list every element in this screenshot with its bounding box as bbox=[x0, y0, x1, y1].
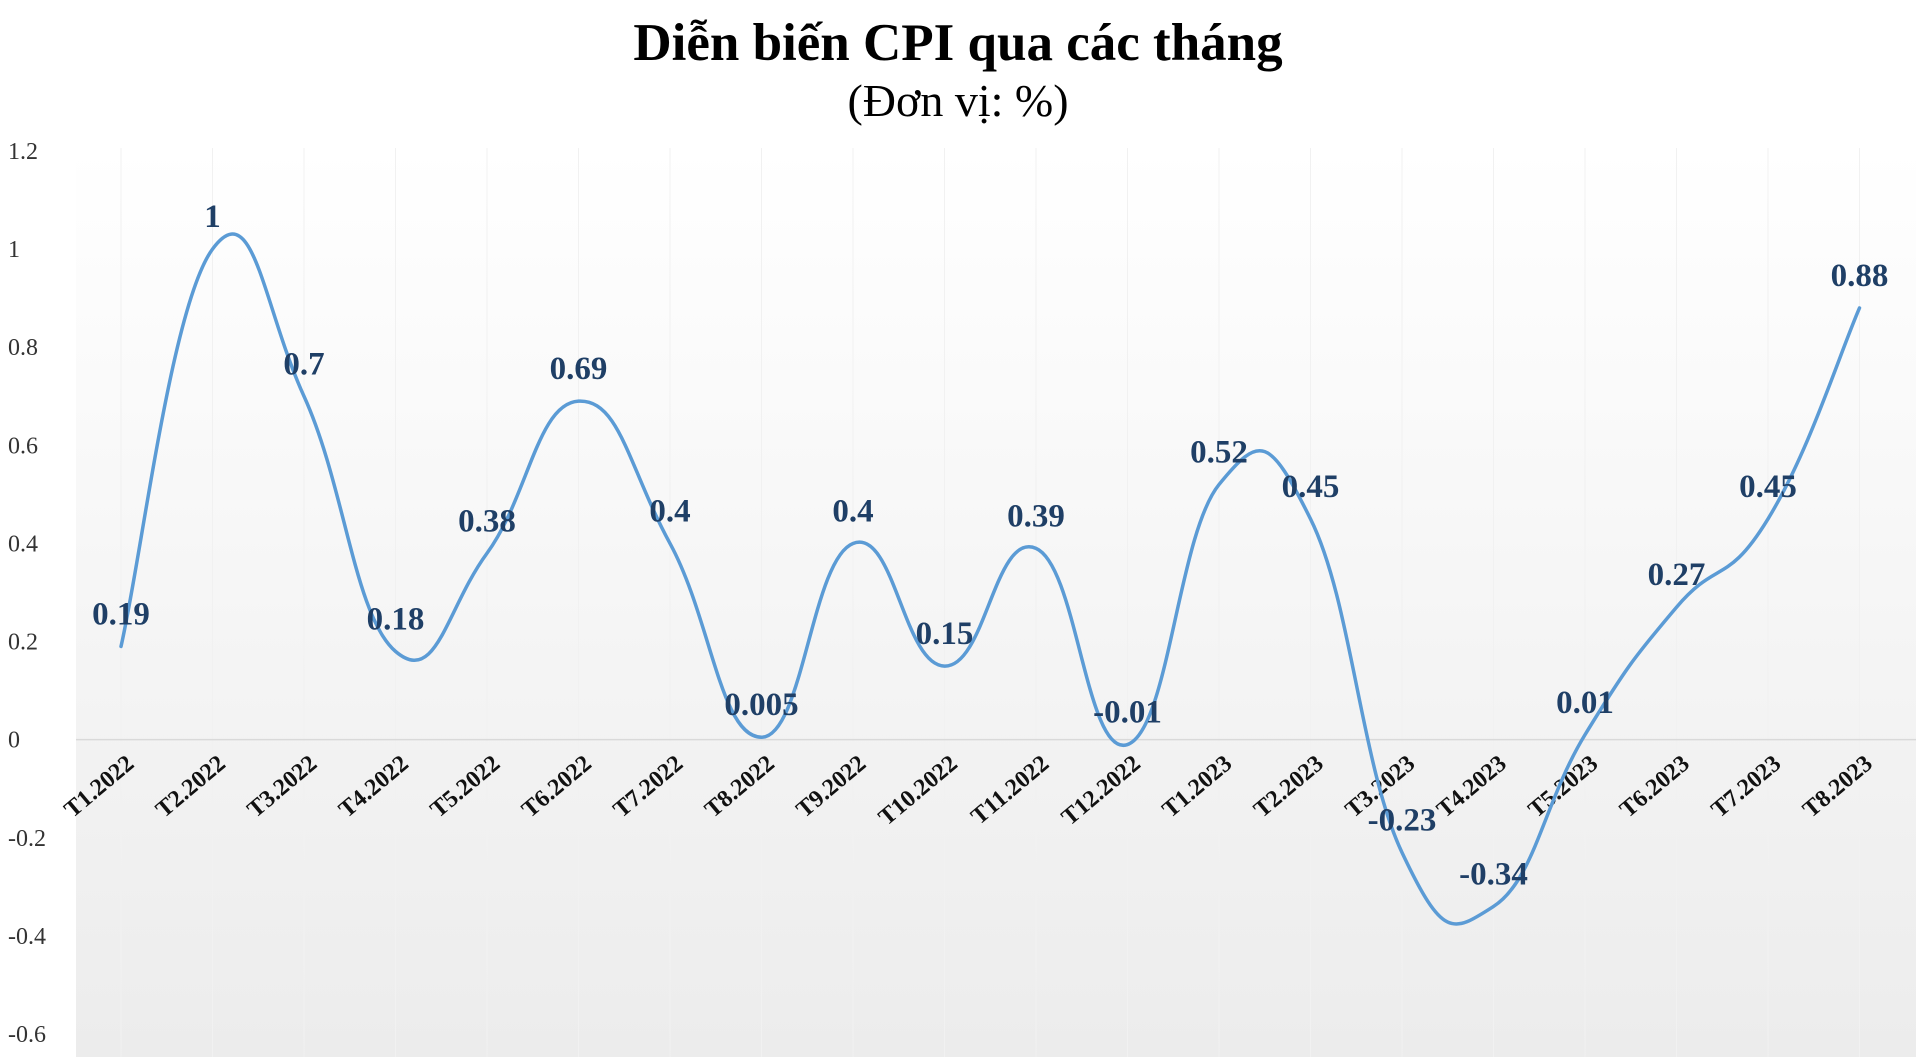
chart-title: Diễn biến CPI qua các tháng bbox=[633, 14, 1283, 72]
data-labels: 0.19 1 0.7 0.18 0.38 0.69 0.4 0.005 0.4 0.15 0.39 -… bbox=[92, 199, 1888, 892]
data-label: 0.52 bbox=[1190, 435, 1248, 471]
data-label: 0.45 bbox=[1739, 469, 1797, 505]
data-label: 0.38 bbox=[458, 503, 516, 539]
y-tick-label: 1.2 bbox=[8, 139, 38, 165]
data-label: 0.4 bbox=[832, 493, 873, 529]
data-label: -0.23 bbox=[1368, 802, 1437, 838]
data-label: 0.39 bbox=[1007, 498, 1065, 534]
y-tick-label: 0.8 bbox=[8, 335, 38, 361]
y-tick-label: 0.6 bbox=[8, 433, 38, 459]
data-label: -0.34 bbox=[1459, 856, 1528, 892]
data-label: 0.88 bbox=[1831, 258, 1889, 294]
y-tick-label: -0.2 bbox=[8, 826, 46, 852]
data-label: 0.18 bbox=[367, 601, 425, 637]
data-label: 0.19 bbox=[92, 596, 150, 632]
y-tick-label: -0.6 bbox=[8, 1022, 46, 1048]
data-label: 0.005 bbox=[724, 687, 798, 723]
y-tick-label: 0 bbox=[8, 728, 20, 754]
data-label: 0.15 bbox=[916, 616, 974, 652]
chart-subtitle: (Đơn vị: %) bbox=[847, 75, 1069, 126]
data-label: 0.45 bbox=[1282, 469, 1340, 505]
data-label: 0.7 bbox=[283, 346, 324, 382]
plot-area bbox=[76, 148, 1916, 1057]
data-label: 1 bbox=[204, 199, 221, 235]
y-axis-ticks: 1.2 1 0.8 0.6 0.4 0.2 0 -0.2 -0.4 -0.6 bbox=[8, 139, 46, 1048]
data-label: -0.01 bbox=[1093, 695, 1162, 731]
data-label: 0.4 bbox=[649, 493, 690, 529]
data-label: 0.01 bbox=[1556, 685, 1614, 721]
data-label: 0.27 bbox=[1648, 557, 1706, 593]
data-label: 0.69 bbox=[550, 351, 608, 387]
y-tick-label: 0.4 bbox=[8, 531, 38, 557]
y-tick-label: -0.4 bbox=[8, 924, 46, 950]
y-tick-label: 0.2 bbox=[8, 630, 38, 656]
y-tick-label: 1 bbox=[8, 237, 20, 263]
cpi-series-line bbox=[119, 232, 1862, 926]
